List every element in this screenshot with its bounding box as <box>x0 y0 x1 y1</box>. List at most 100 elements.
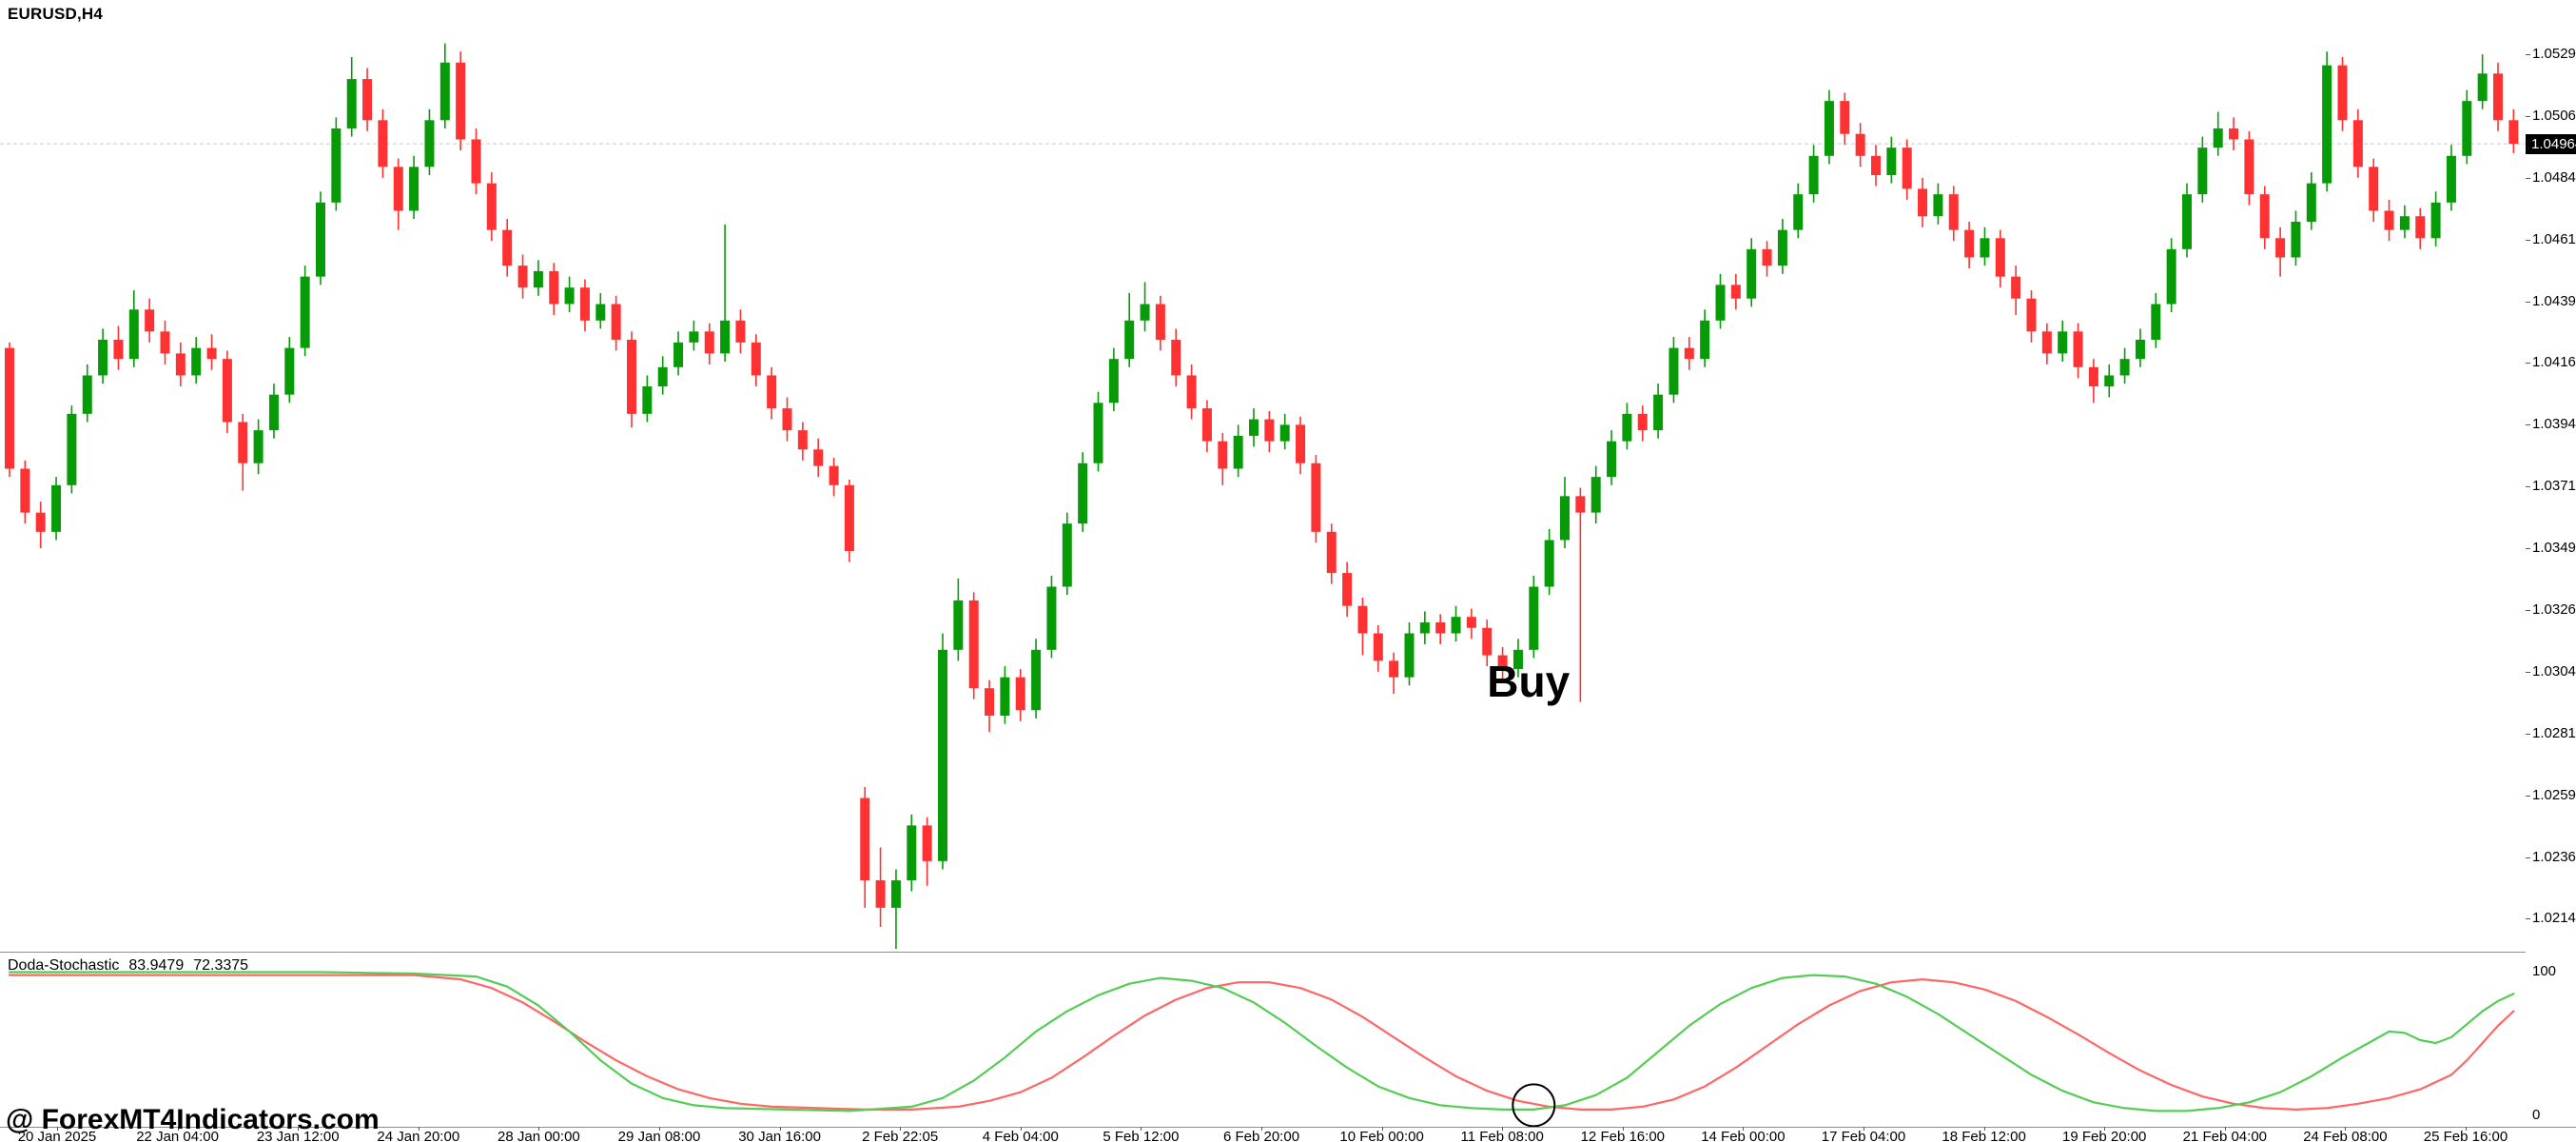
candle-body-down <box>2026 298 2037 332</box>
candle-body-down <box>2088 366 2098 386</box>
symbol-period-label: EURUSD,H4 <box>8 5 104 23</box>
candle-body-up <box>1747 248 1757 299</box>
candle-body-up <box>533 270 543 288</box>
candle-body-down <box>517 266 528 288</box>
candle-body-up <box>98 339 108 376</box>
time-axis-label: 21 Feb 04:00 <box>2182 1129 2267 1142</box>
time-axis-tick <box>1622 1127 1624 1131</box>
candle-body-up <box>2430 202 2441 239</box>
time-axis-tick <box>659 1127 660 1131</box>
candle-body-down <box>968 600 979 689</box>
indicator-value-1: 83.9479 <box>128 957 185 974</box>
candle-body-up <box>2151 304 2161 340</box>
candle-body-up <box>1808 155 1819 195</box>
candle-body-down <box>1918 188 1928 217</box>
candle-body-up <box>2104 375 2115 386</box>
candle-body-up <box>1233 435 1243 469</box>
price-axis-tick <box>2526 363 2530 364</box>
price-axis-label: 1.02590 <box>2532 786 2576 803</box>
candle-body-up <box>938 649 947 861</box>
candle-body-down <box>1855 133 1865 156</box>
time-axis-tick <box>2104 1127 2106 1131</box>
time-axis-tick <box>1381 1127 1383 1131</box>
candle-body-down <box>222 359 232 423</box>
candle-body-down <box>985 688 995 717</box>
candle-body-up <box>253 430 263 463</box>
chart-indicator-separator[interactable] <box>0 952 2576 953</box>
candle-body-down <box>2508 120 2519 145</box>
candle-body-up <box>1124 320 1135 360</box>
candle-body-down <box>175 353 185 376</box>
candle-body-up <box>1590 477 1601 513</box>
candle-body-up <box>1529 586 1539 650</box>
candle-body-down <box>2384 210 2394 230</box>
candle-body-down <box>782 408 792 431</box>
candle-body-down <box>2244 139 2254 195</box>
candle-body-down <box>1995 238 2005 277</box>
candle-body-up <box>1031 649 1042 711</box>
candle-body-up <box>2291 221 2301 258</box>
candle-body-down <box>1186 375 1197 409</box>
candle-body-up <box>1824 101 1834 156</box>
candle-body-down <box>579 287 590 321</box>
candle-body-up <box>890 880 901 908</box>
candle-body-down <box>1575 496 1586 513</box>
indicator-name: Doda-Stochastic <box>8 957 120 974</box>
price-axis-tick <box>2526 548 2530 550</box>
candlestick-chart[interactable] <box>0 0 2526 952</box>
candle-body-up <box>1622 413 1632 442</box>
candle-body-down <box>393 167 403 211</box>
candle-body-up <box>346 79 357 128</box>
candle-body-down <box>1466 617 1476 628</box>
price-axis-label: 1.03040 <box>2532 662 2576 679</box>
candle-body-down <box>1015 677 1025 711</box>
candle-body-down <box>2493 73 2503 121</box>
candle-body-down <box>2337 65 2348 121</box>
time-axis[interactable]: 20 Jan 2025 22 Jan 04:00 23 Jan 12:00 24 Ja… <box>0 1127 2576 1142</box>
candle-body-down <box>2369 167 2379 211</box>
time-axis-label: 30 Jan 16:00 <box>738 1129 821 1142</box>
price-axis-tick <box>2526 239 2530 241</box>
candle-body-up <box>1249 419 1259 436</box>
candle-body-up <box>1777 229 1787 266</box>
candle-body-down <box>206 347 217 360</box>
candle-body-up <box>1512 649 1523 669</box>
candle-body-up <box>1793 194 1804 230</box>
candle-body-up <box>2182 194 2192 249</box>
candle-body-down <box>471 139 481 184</box>
doda-stochastic-panel[interactable] <box>0 952 2526 1142</box>
time-axis-tick <box>1020 1127 1022 1131</box>
time-axis-tick <box>1502 1127 1504 1131</box>
candle-body-down <box>1326 531 1337 574</box>
candle-body-down <box>549 270 559 305</box>
candle-body-up <box>82 375 92 414</box>
time-axis-label: 25 Feb 16:00 <box>2423 1129 2508 1142</box>
time-axis-label: 4 Feb 04:00 <box>982 1129 1059 1142</box>
candle-body-up <box>1700 320 1710 360</box>
candle-body-down <box>844 484 854 552</box>
price-axis-label: 1.04840 <box>2532 168 2576 186</box>
candle-body-up <box>720 320 731 354</box>
candle-body-down <box>1311 463 1321 532</box>
candle-body-up <box>2446 155 2456 203</box>
price-axis-tick <box>2526 733 2530 735</box>
time-axis-label: 6 Feb 20:00 <box>1222 1129 1300 1142</box>
candle-body-up <box>2322 65 2332 184</box>
candle-body-down <box>1218 441 1228 469</box>
candle-body-up <box>316 202 325 277</box>
candle-body-up <box>424 120 435 167</box>
candle-body-up <box>67 413 77 485</box>
candle-body-up <box>2462 101 2472 156</box>
candle-body-up <box>1000 677 1010 717</box>
price-axis-label: 1.05065 <box>2532 107 2576 124</box>
candle-body-up <box>2306 183 2316 222</box>
candle-body-up <box>673 342 684 367</box>
price-axis-tick <box>2526 610 2530 611</box>
price-axis[interactable]: 1.05290 1.05065 1.04840 1.04615 1.04390 1.041… <box>2526 0 2576 1127</box>
candle-body-down <box>2352 120 2363 167</box>
candle-body-up <box>1046 586 1057 650</box>
candle-body-down <box>751 342 761 376</box>
time-axis-tick <box>57 1127 58 1131</box>
candle-body-up <box>907 825 917 881</box>
